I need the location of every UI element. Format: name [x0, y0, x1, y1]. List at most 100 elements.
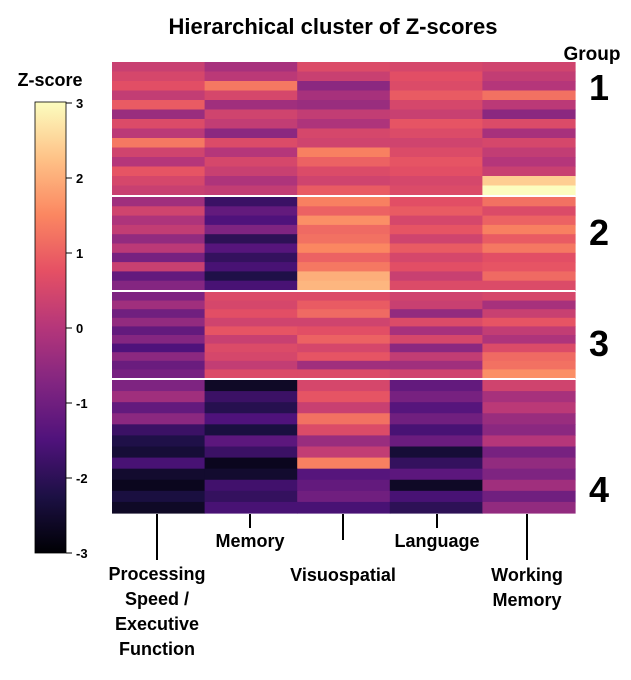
heatmap-cell — [297, 206, 391, 217]
heatmap-cell — [389, 402, 483, 414]
heatmap-cell — [112, 90, 206, 101]
heatmap-cell — [112, 435, 206, 448]
heatmap-cell — [389, 292, 483, 302]
heatmap-cell — [204, 206, 298, 217]
heatmap-cell — [204, 300, 298, 310]
column-label: Memory — [215, 531, 284, 551]
group-separators — [112, 195, 575, 380]
heatmap-cell — [112, 317, 206, 327]
heatmap-cell — [204, 424, 298, 437]
heatmap-cell — [389, 234, 483, 245]
heatmap-cell — [112, 157, 206, 168]
heatmap-cell — [389, 128, 483, 139]
heatmap-cell — [482, 243, 576, 254]
heatmap-cell — [112, 224, 206, 235]
heatmap-cell — [389, 147, 483, 158]
heatmap-cell — [112, 62, 206, 73]
heatmap-cell — [112, 468, 206, 481]
heatmap-cell — [112, 501, 206, 514]
heatmap-cell — [482, 271, 576, 282]
heatmap-cell — [297, 262, 391, 272]
heatmap-cell — [204, 391, 298, 403]
heatmap-cell — [389, 490, 483, 503]
heatmap-cell — [297, 413, 391, 425]
heatmap-cell — [204, 81, 298, 92]
heatmap-cell — [482, 176, 576, 187]
heatmap-cell — [112, 252, 206, 263]
heatmap-cell — [204, 479, 298, 492]
heatmap-cell — [112, 147, 206, 158]
heatmap-cell — [389, 326, 483, 336]
heatmap-cell — [482, 147, 576, 158]
heatmap-cell — [482, 128, 576, 139]
heatmap-cell — [389, 391, 483, 403]
heatmap-cell — [297, 280, 391, 291]
heatmap-cell — [204, 280, 298, 291]
heatmap-cell — [389, 100, 483, 111]
heatmap-cell — [482, 446, 576, 459]
heatmap-cell — [204, 309, 298, 319]
heatmap-cell — [204, 234, 298, 245]
heatmap-cell — [297, 335, 391, 345]
heatmap-cell — [204, 185, 298, 196]
heatmap-cell — [112, 352, 206, 362]
heatmap-cell — [482, 335, 576, 345]
heatmap-cell — [297, 128, 391, 139]
heatmap-cell — [297, 109, 391, 120]
heatmap-cell — [389, 479, 483, 492]
group-label: 4 — [589, 469, 609, 510]
heatmap-cell — [204, 326, 298, 336]
heatmap-cell — [389, 224, 483, 235]
heatmap-cell — [389, 468, 483, 481]
heatmap-cell — [112, 391, 206, 403]
heatmap-cell — [389, 90, 483, 101]
heatmap-cell — [112, 206, 206, 217]
colorbar — [34, 101, 67, 554]
heatmap-cell — [112, 479, 206, 492]
heatmap-cell — [482, 352, 576, 362]
heatmap-cell — [204, 90, 298, 101]
heatmap-cell — [112, 166, 206, 177]
heatmap-cell — [482, 300, 576, 310]
heatmap-cell — [297, 119, 391, 130]
heatmap-cell — [297, 343, 391, 353]
heatmap-cell — [482, 457, 576, 470]
heatmap-cell — [112, 215, 206, 226]
column-label: Visuospatial — [290, 565, 396, 585]
heatmap-cell — [204, 271, 298, 282]
group-label: 3 — [589, 323, 609, 364]
heatmap-cell — [482, 413, 576, 425]
heatmap-cell — [482, 119, 576, 130]
colorbar-tick-label: -1 — [76, 396, 88, 411]
heatmap-cell — [112, 176, 206, 187]
heatmap-cell — [482, 262, 576, 272]
heatmap-cell — [204, 369, 298, 379]
heatmap-cell — [112, 197, 206, 207]
heatmap-cell — [389, 197, 483, 207]
heatmap-cell — [482, 166, 576, 177]
heatmap-cell — [389, 413, 483, 425]
heatmap-cell — [204, 157, 298, 168]
heatmap-cell — [204, 380, 298, 392]
heatmap-cell — [389, 62, 483, 73]
heatmap-cell — [204, 317, 298, 327]
heatmap-cell — [482, 197, 576, 207]
heatmap-cell — [112, 234, 206, 245]
heatmap-cell — [204, 352, 298, 362]
heatmap-cell — [297, 446, 391, 459]
heatmap-cell — [112, 71, 206, 82]
heatmap-cell — [297, 252, 391, 263]
heatmap-cell — [112, 119, 206, 130]
heatmap-cell — [204, 166, 298, 177]
heatmap-cell — [297, 185, 391, 196]
heatmap-cell — [112, 262, 206, 272]
heatmap-cell — [297, 402, 391, 414]
heatmap-cell — [297, 317, 391, 327]
column-labels: Processing Speed / Executive Function Memory… — [108, 514, 563, 659]
heatmap-cell — [389, 309, 483, 319]
heatmap-cell — [297, 157, 391, 168]
colorbar-tick-label: 1 — [76, 246, 83, 261]
heatmap-cell — [112, 380, 206, 392]
heatmap-cell — [482, 81, 576, 92]
heatmap-cell — [297, 147, 391, 158]
